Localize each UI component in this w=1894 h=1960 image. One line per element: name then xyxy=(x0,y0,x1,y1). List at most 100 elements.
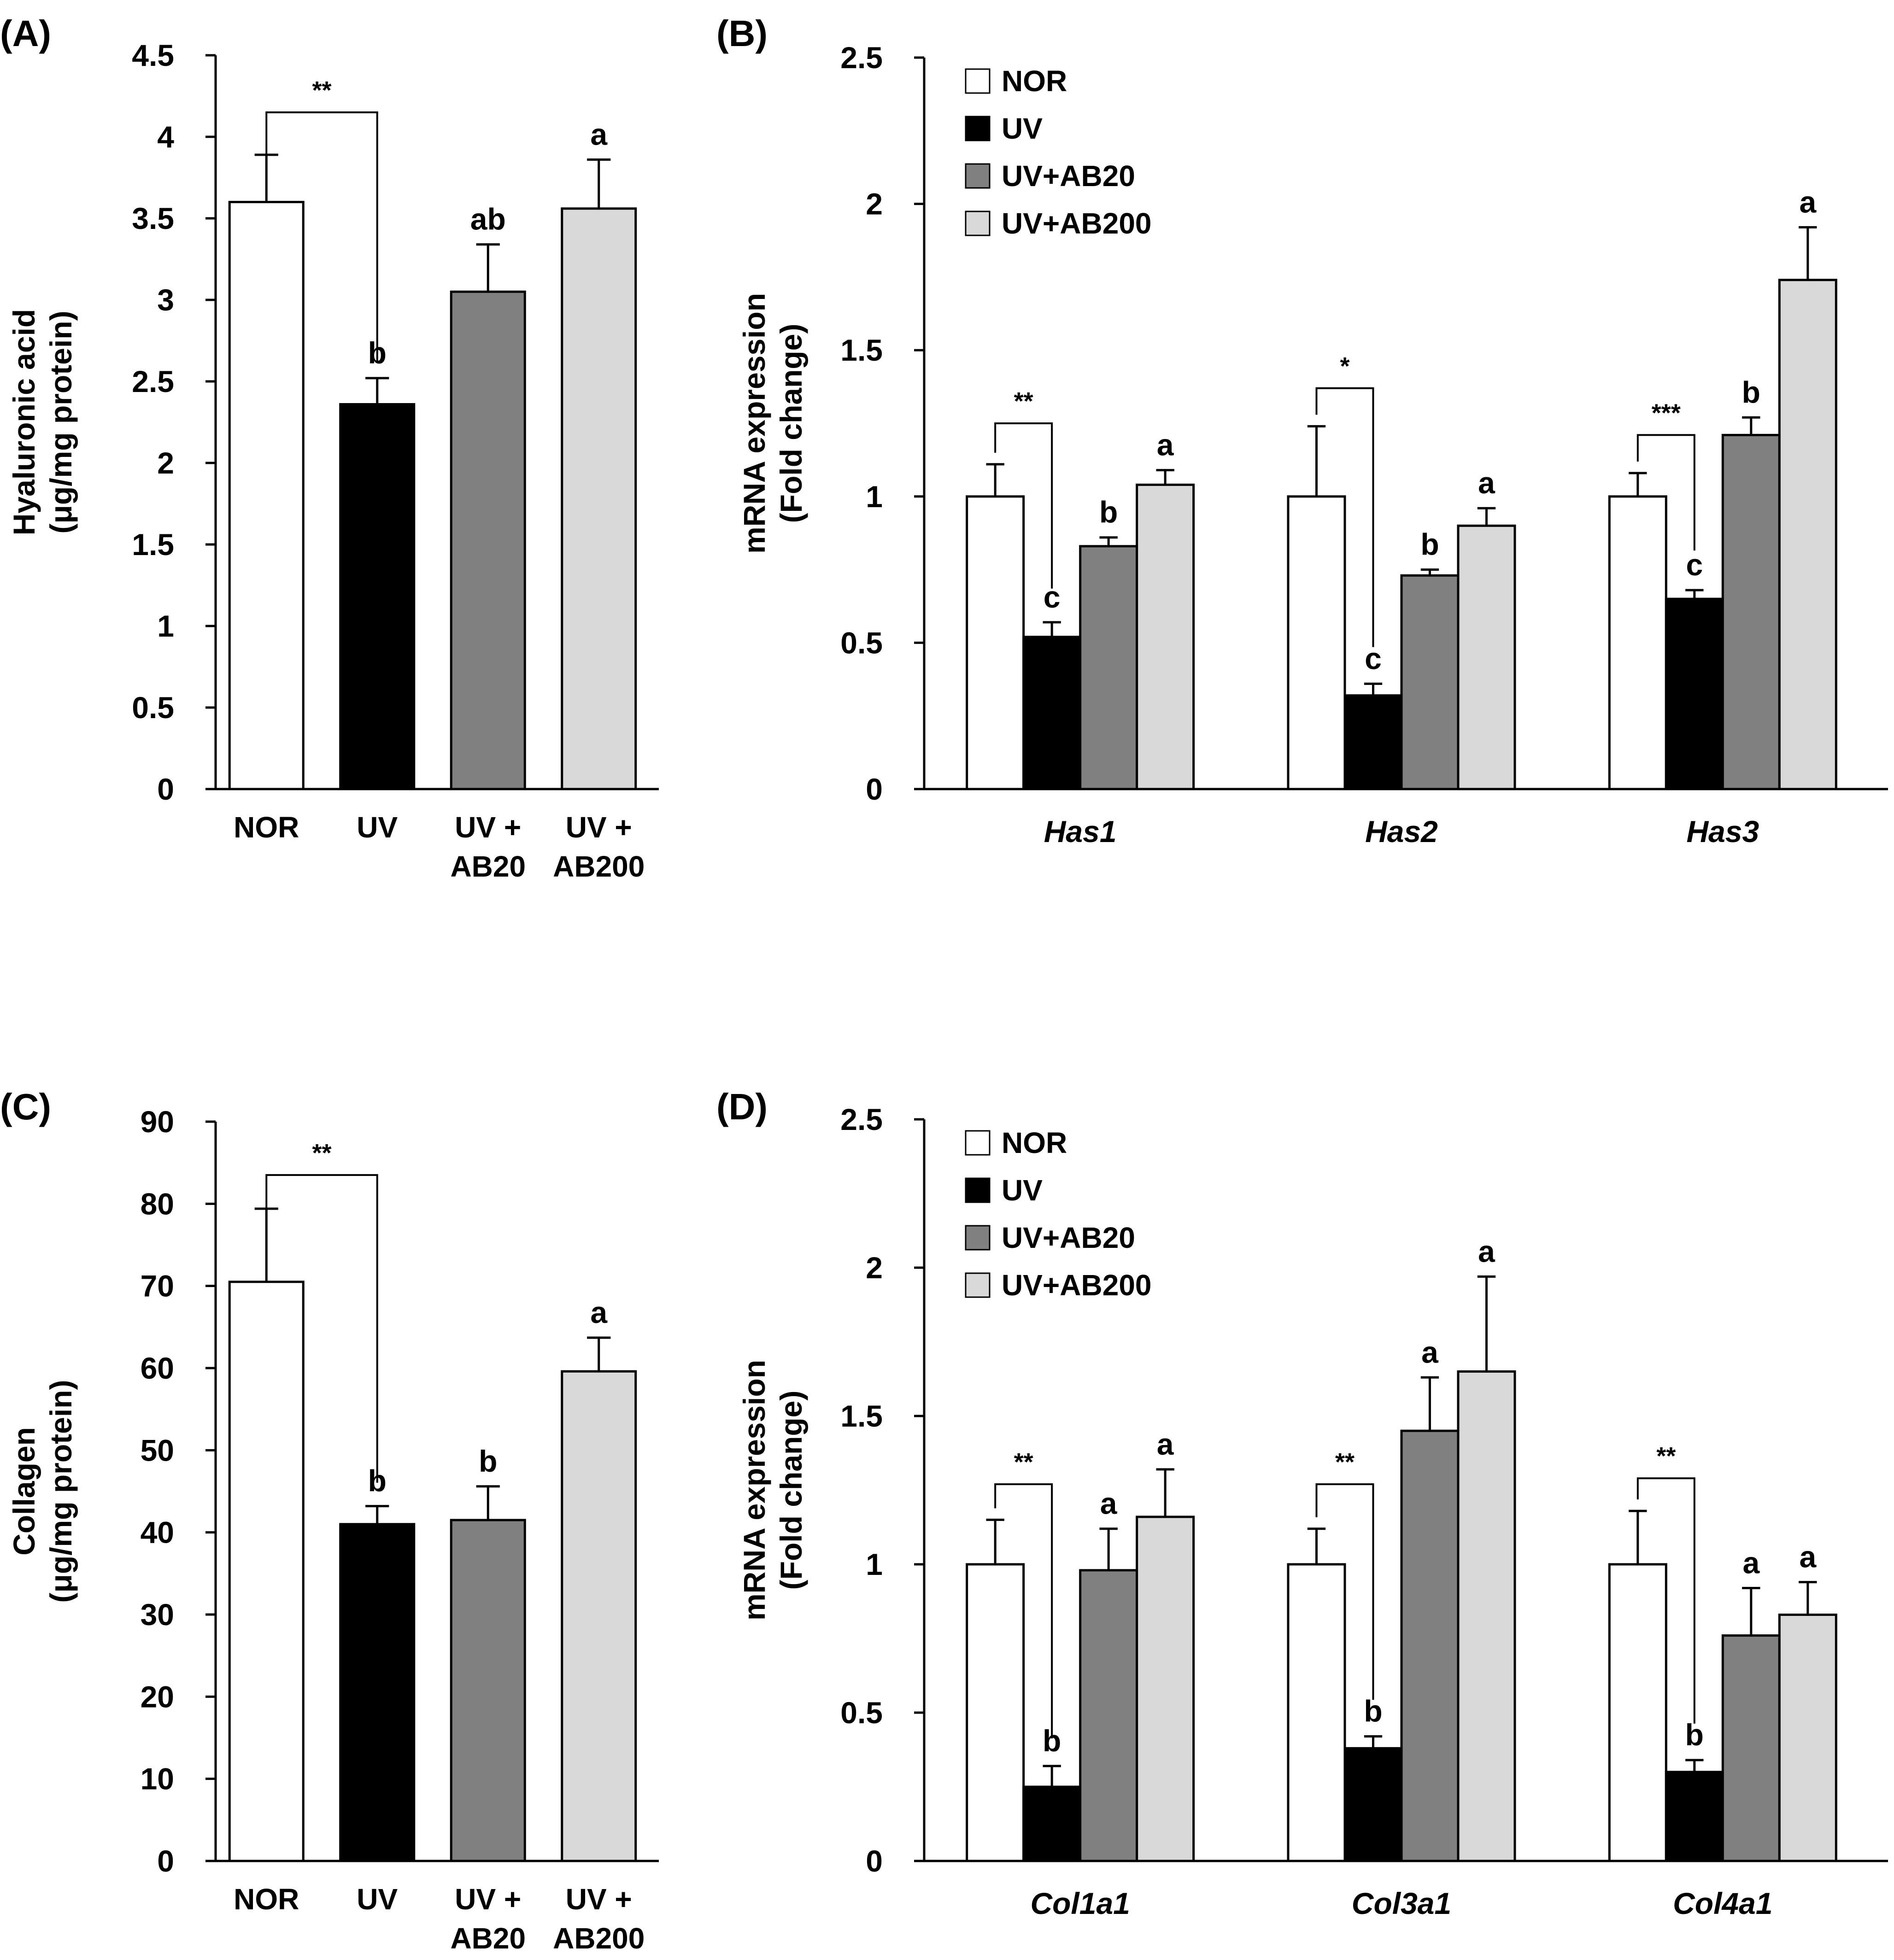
y-tick-label: 20 xyxy=(141,1679,174,1714)
y-axis-label: (Fold change) xyxy=(774,324,808,523)
y-tick-label: 4 xyxy=(157,120,174,154)
significance-letter: a xyxy=(1421,1335,1439,1369)
significance-letter: a xyxy=(1799,185,1817,219)
bar xyxy=(1665,1771,1724,1862)
bar xyxy=(966,1563,1025,1862)
panel-c: (C) 0 10 20 30 40 50 60 70 80 90 Collagen (μg/mg pro… xyxy=(0,1086,659,1955)
bar xyxy=(561,1370,637,1862)
group-label: Col4a1 xyxy=(1673,1886,1772,1920)
group-label: Has1 xyxy=(1044,814,1117,848)
panel-a: (A) 0 0.5 1 1.5 2 2.5 3 3.5 4 4.5 Hyaluronic acid (μ… xyxy=(0,13,659,883)
legend-label: UV+AB20 xyxy=(1002,1221,1135,1254)
comparison-bracket xyxy=(994,1483,1053,1738)
legend-swatch xyxy=(965,1225,991,1251)
legend-label: NOR xyxy=(1002,1126,1067,1159)
comparison-bracket xyxy=(1315,1483,1374,1700)
y-tick-label: 0 xyxy=(157,772,174,806)
category-label: AB200 xyxy=(553,850,645,883)
y-tick-label: 1 xyxy=(157,609,174,643)
significance-letter: a xyxy=(1478,466,1495,500)
significance-letter: a xyxy=(1157,1427,1174,1461)
comparison-bracket xyxy=(1636,1477,1695,1724)
significance-letter: a xyxy=(590,117,608,152)
legend-swatch xyxy=(965,1177,991,1203)
category-label: UV xyxy=(357,811,398,844)
y-tick-label: 1.5 xyxy=(840,1399,883,1433)
y-tick-label: 1 xyxy=(866,1547,883,1581)
y-axis-label: Hyaluronic acid xyxy=(7,309,41,536)
comparison-stars: *** xyxy=(1652,399,1681,427)
group-label: Col1a1 xyxy=(1030,1886,1130,1920)
y-tick-label: 0 xyxy=(157,1844,174,1878)
panel-label: (C) xyxy=(0,1086,51,1127)
legend-label: UV xyxy=(1002,112,1043,145)
significance-letter: ab xyxy=(470,202,506,236)
y-tick-label: 2 xyxy=(157,446,174,480)
significance-letter: b xyxy=(1420,527,1439,562)
category-label: UV xyxy=(357,1883,398,1916)
category-label: NOR xyxy=(234,1883,299,1916)
category-label: UV + xyxy=(566,1883,632,1916)
significance-letter: c xyxy=(1686,548,1703,582)
bar xyxy=(1136,1515,1195,1862)
y-tick-label: 1 xyxy=(866,480,883,514)
legend-label: UV+AB200 xyxy=(1002,1269,1152,1302)
bar xyxy=(1608,1563,1667,1862)
legend-swatch xyxy=(965,211,991,236)
bar xyxy=(1287,1563,1346,1862)
bar xyxy=(1343,1747,1403,1862)
y-tick-label: 3.5 xyxy=(132,201,174,235)
bar xyxy=(339,403,416,790)
y-tick-label: 60 xyxy=(141,1351,174,1385)
comparison-stars: * xyxy=(1340,352,1349,380)
significance-letter: b xyxy=(1099,495,1118,529)
bar xyxy=(1608,495,1667,790)
bar xyxy=(1343,694,1403,790)
legend-swatch xyxy=(965,68,991,94)
significance-letter: a xyxy=(1157,428,1174,462)
bar xyxy=(1778,1613,1837,1862)
y-tick-label: 10 xyxy=(141,1762,174,1796)
y-tick-label: 0.5 xyxy=(840,626,883,660)
legend: NOR UV UV+AB20 UV+AB200 xyxy=(965,1126,1152,1302)
legend-swatch xyxy=(965,116,991,141)
y-tick-label: 2.5 xyxy=(840,41,883,75)
y-axis-label: (μg/mg protein) xyxy=(44,1380,78,1603)
comparison-bracket xyxy=(1636,434,1695,551)
comparison-stars: ** xyxy=(312,1139,331,1167)
comparison-bracket xyxy=(265,111,378,363)
y-axis-label: (Fold change) xyxy=(774,1391,808,1590)
bar xyxy=(1721,1634,1781,1862)
y-tick-label: 80 xyxy=(141,1187,174,1221)
significance-letter: a xyxy=(1742,1546,1760,1580)
category-label: AB200 xyxy=(553,1922,645,1955)
y-tick-label: 4.5 xyxy=(132,38,174,72)
bar xyxy=(1079,1569,1138,1862)
panel-d: (D) 0 0.5 1 1.5 2 2.5 mRNA expression (Fold chan… xyxy=(716,1086,1888,1920)
comparison-stars: ** xyxy=(1335,1448,1355,1476)
comparison-bracket xyxy=(1315,387,1374,647)
legend-swatch xyxy=(965,163,991,189)
panel-label: (A) xyxy=(0,13,51,54)
category-label: AB20 xyxy=(450,1922,526,1955)
bar xyxy=(1079,545,1138,790)
y-axis-label: (μg/mg protein) xyxy=(44,311,78,534)
y-tick-label: 40 xyxy=(141,1515,174,1550)
bar xyxy=(1400,574,1460,790)
bar xyxy=(1721,433,1781,790)
bar xyxy=(1778,279,1837,790)
group-label: Has2 xyxy=(1365,814,1438,848)
comparison-bracket xyxy=(994,422,1053,589)
significance-letter: a xyxy=(1478,1234,1495,1268)
legend-label: UV+AB20 xyxy=(1002,159,1135,193)
y-tick-label: 90 xyxy=(141,1105,174,1139)
category-label: UV + xyxy=(455,811,521,844)
panel-label: (B) xyxy=(716,13,768,54)
legend-label: UV xyxy=(1002,1174,1043,1207)
bar xyxy=(228,201,305,790)
bar xyxy=(450,1519,526,1862)
y-tick-label: 3 xyxy=(157,283,174,317)
legend-swatch xyxy=(965,1272,991,1298)
group-label: Has3 xyxy=(1686,814,1759,848)
